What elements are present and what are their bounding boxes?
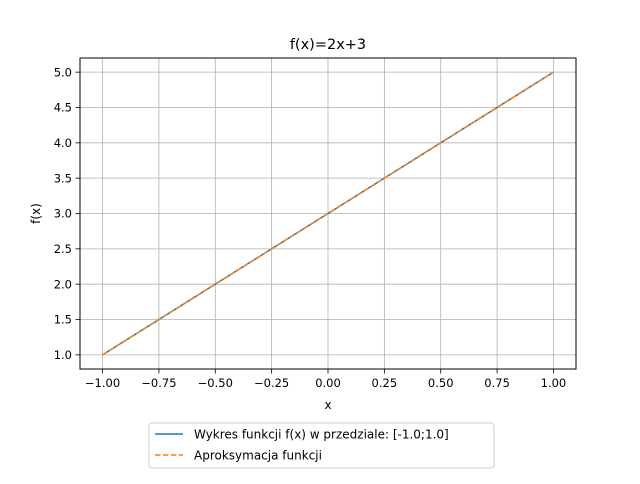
legend-frame	[148, 422, 495, 469]
legend: Wykres funkcji f(x) w przedziale: [-1.0;…	[148, 422, 495, 469]
y-tick-label: 4.0	[54, 136, 72, 150]
legend-label-series-1: Wykres funkcji f(x) w przedziale: [-1.0;…	[194, 428, 449, 442]
x-tick-label: 1.00	[541, 376, 567, 390]
x-tick-label: 0.75	[484, 376, 510, 390]
x-axis-label: x	[324, 398, 331, 412]
series-group	[102, 71, 554, 356]
y-tick-label: 1.0	[54, 348, 72, 362]
y-axis-ticks: 1.0 1.5 2.0 2.5 3.0 3.5 4.0 4.5 5.0	[54, 65, 80, 362]
legend-label-series-2: Aproksymacja funkcji	[194, 449, 322, 463]
y-tick-label: 2.0	[54, 277, 72, 291]
y-tick-label: 3.0	[54, 207, 72, 221]
x-tick-label: −1.00	[85, 376, 120, 390]
y-tick-label: 2.5	[54, 242, 72, 256]
x-tick-label: −0.50	[198, 376, 233, 390]
x-tick-label: 0.50	[428, 376, 454, 390]
x-tick-label: 0.25	[372, 376, 398, 390]
y-tick-label: 3.5	[54, 171, 72, 185]
x-tick-label: −0.25	[254, 376, 289, 390]
y-tick-label: 5.0	[54, 65, 72, 79]
x-tick-label: −0.75	[141, 376, 176, 390]
x-axis-ticks: −1.00 −0.75 −0.50 −0.25 0.00 0.25 0.50 0.75 1.00	[85, 369, 566, 390]
y-axis-label: f(x)	[29, 203, 43, 224]
y-tick-label: 4.5	[54, 101, 72, 115]
y-tick-label: 1.5	[54, 313, 72, 327]
x-tick-label: 0.00	[315, 376, 341, 390]
series-line-2	[102, 71, 554, 356]
chart-title: f(x)=2x+3	[290, 37, 366, 53]
